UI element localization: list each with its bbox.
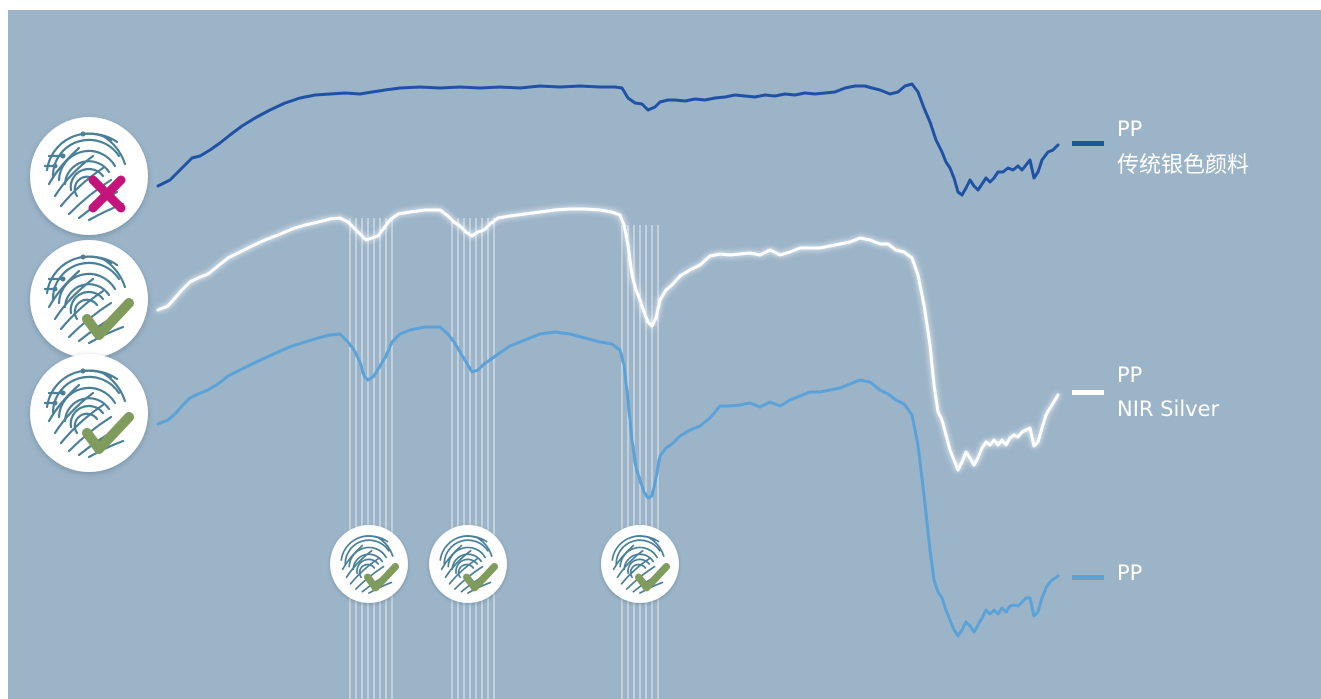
- marker-lines-group-2: [451, 218, 495, 699]
- accept-check-icon: [635, 563, 671, 592]
- fingerprint-accept-icon: [30, 240, 148, 358]
- fingerprint-accept-icon: [429, 525, 507, 603]
- accept-check-icon: [463, 563, 499, 592]
- legend-label-pp: PP: [1117, 561, 1143, 585]
- legend-swatch-nir-silver: [1072, 390, 1104, 395]
- legend-swatch-conventional-silver: [1072, 141, 1104, 146]
- accept-check-icon: [82, 298, 134, 340]
- spectrum-pp: [156, 325, 1060, 638]
- legend-swatch-pp: [1072, 575, 1104, 580]
- fingerprint-accept-icon: [30, 354, 148, 472]
- legend-label-conventional-silver-line2: 传统银色颜料: [1117, 153, 1250, 178]
- accept-check-icon: [82, 412, 134, 454]
- fingerprint-reject-icon: [30, 117, 148, 235]
- left-icons: [30, 117, 148, 472]
- marker-lines-group-1: [349, 218, 393, 699]
- accept-check-icon: [364, 563, 400, 592]
- bottom-icons: [330, 525, 679, 603]
- legend-label-nir-silver-line2: NIR Silver: [1117, 397, 1220, 421]
- fingerprint-accept-icon: [330, 525, 408, 603]
- legend-label-nir-silver-line1: PP: [1117, 363, 1143, 387]
- legend-label-conventional-silver-line1: PP: [1117, 117, 1143, 141]
- fingerprint-accept-icon: [601, 525, 679, 603]
- spectrum-conventional-silver: [156, 82, 1060, 197]
- spectrum-nir-silver: [156, 207, 1060, 472]
- reject-cross-icon: [88, 175, 126, 213]
